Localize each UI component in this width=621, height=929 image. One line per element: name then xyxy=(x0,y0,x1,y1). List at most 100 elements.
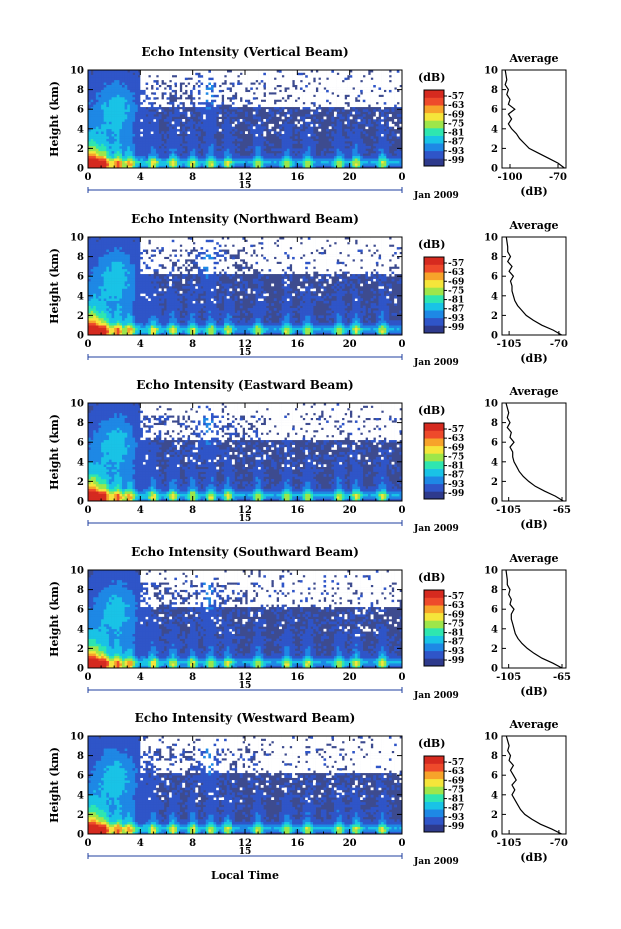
heatmap-cell xyxy=(210,101,214,105)
heatmap-cell xyxy=(174,77,178,81)
heatmap-cell xyxy=(98,121,102,125)
heatmap-cell xyxy=(388,158,392,161)
heatmap-cell xyxy=(255,84,259,88)
heatmap-cell xyxy=(135,79,139,83)
heatmap-cell xyxy=(116,109,120,112)
heatmap-cell xyxy=(210,141,214,144)
heatmap-cell xyxy=(176,82,180,85)
heatmap-cell xyxy=(114,153,118,157)
heatmap-cell xyxy=(142,121,146,125)
heatmap-cell xyxy=(195,163,199,166)
heatmap-cell xyxy=(258,119,261,122)
heatmap-cell xyxy=(328,315,332,319)
heatmap-cell xyxy=(229,143,233,147)
heatmap-cell xyxy=(218,119,222,122)
heatmap-cell xyxy=(357,74,361,78)
heatmap-cell xyxy=(331,148,335,152)
heatmap-cell xyxy=(231,70,235,73)
heatmap-cell xyxy=(305,70,309,73)
heatmap-cell xyxy=(88,109,91,112)
heatmap-cell xyxy=(255,70,259,73)
heatmap-cell xyxy=(150,330,154,333)
heatmap-cell xyxy=(90,325,94,328)
heatmap-cell xyxy=(98,84,102,88)
heatmap-cell xyxy=(226,121,230,125)
heatmap-cell xyxy=(307,145,311,149)
heatmap-cell xyxy=(124,104,128,108)
heatmap-cell xyxy=(218,165,222,169)
heatmap-cell xyxy=(318,327,322,331)
heatmap-cell xyxy=(158,106,162,110)
heatmap-cell xyxy=(370,99,374,103)
heatmap-cell xyxy=(161,104,165,108)
heatmap-cell xyxy=(224,94,227,98)
heatmap-cell xyxy=(218,114,222,117)
heatmap-cell xyxy=(153,84,157,88)
heatmap-cell xyxy=(197,163,201,166)
heatmap-cell xyxy=(378,121,382,125)
heatmap-cell xyxy=(271,325,275,328)
heatmap-cell xyxy=(349,89,353,93)
heatmap-cell xyxy=(150,99,154,103)
heatmap-cell xyxy=(247,121,251,125)
heatmap-cell xyxy=(375,89,379,93)
heatmap-cell xyxy=(284,123,288,127)
heatmap-cell xyxy=(297,94,301,98)
heatmap-cell xyxy=(360,99,364,103)
heatmap-cell xyxy=(339,131,343,134)
heatmap-cell xyxy=(386,79,390,83)
heatmap-cell xyxy=(119,119,123,122)
heatmap-cell xyxy=(310,322,314,326)
heatmap-cell xyxy=(111,94,115,98)
heatmap-cell xyxy=(192,77,196,81)
heatmap-cell xyxy=(276,160,280,164)
heatmap-cell xyxy=(331,131,335,134)
heatmap-cell xyxy=(161,74,165,78)
heatmap-cell xyxy=(90,128,94,132)
heatmap-cell xyxy=(378,322,382,326)
heatmap-cell xyxy=(276,74,280,78)
heatmap-cell xyxy=(116,163,120,166)
heatmap-cell xyxy=(135,119,139,122)
heatmap-cell xyxy=(383,308,387,311)
heatmap-cell xyxy=(116,317,120,321)
heatmap-cell xyxy=(208,109,212,112)
heatmap-cell xyxy=(307,165,311,169)
heatmap-cell xyxy=(127,320,131,324)
heatmap-cell xyxy=(203,128,207,132)
heatmap-cell xyxy=(88,79,91,83)
heatmap-cell xyxy=(292,322,296,326)
heatmap-cell xyxy=(399,70,403,73)
heatmap-cell xyxy=(150,77,154,81)
heatmap-cell xyxy=(137,109,141,112)
heatmap-cell xyxy=(323,158,327,161)
heatmap-cell xyxy=(111,332,115,336)
heatmap-cell xyxy=(289,128,293,132)
heatmap-cell xyxy=(226,89,230,93)
heatmap-cell xyxy=(197,320,201,324)
heatmap-cell xyxy=(158,320,162,324)
heatmap-cell xyxy=(182,106,186,110)
heatmap-cell xyxy=(276,155,280,159)
heatmap-cell xyxy=(195,145,199,149)
heatmap-cell xyxy=(137,121,141,125)
heatmap-cell xyxy=(101,79,104,83)
heatmap-cell xyxy=(268,87,272,90)
heatmap-cell xyxy=(171,155,175,159)
heatmap-cell xyxy=(90,89,94,93)
heatmap-cell xyxy=(284,317,288,321)
heatmap-cell xyxy=(265,74,269,78)
heatmap-cell xyxy=(326,94,330,98)
heatmap-cell xyxy=(297,155,301,159)
heatmap-cell xyxy=(103,106,107,110)
heatmap-cell xyxy=(381,123,384,127)
heatmap-cell xyxy=(323,74,327,78)
heatmap-cell xyxy=(328,330,332,333)
heatmap-cell xyxy=(148,327,152,331)
heatmap-cell xyxy=(237,317,241,321)
heatmap-cell xyxy=(394,327,398,331)
heatmap-cell xyxy=(237,163,241,166)
heatmap-cell xyxy=(234,327,238,331)
heatmap-cell xyxy=(341,77,345,81)
heatmap-cell xyxy=(297,123,301,127)
